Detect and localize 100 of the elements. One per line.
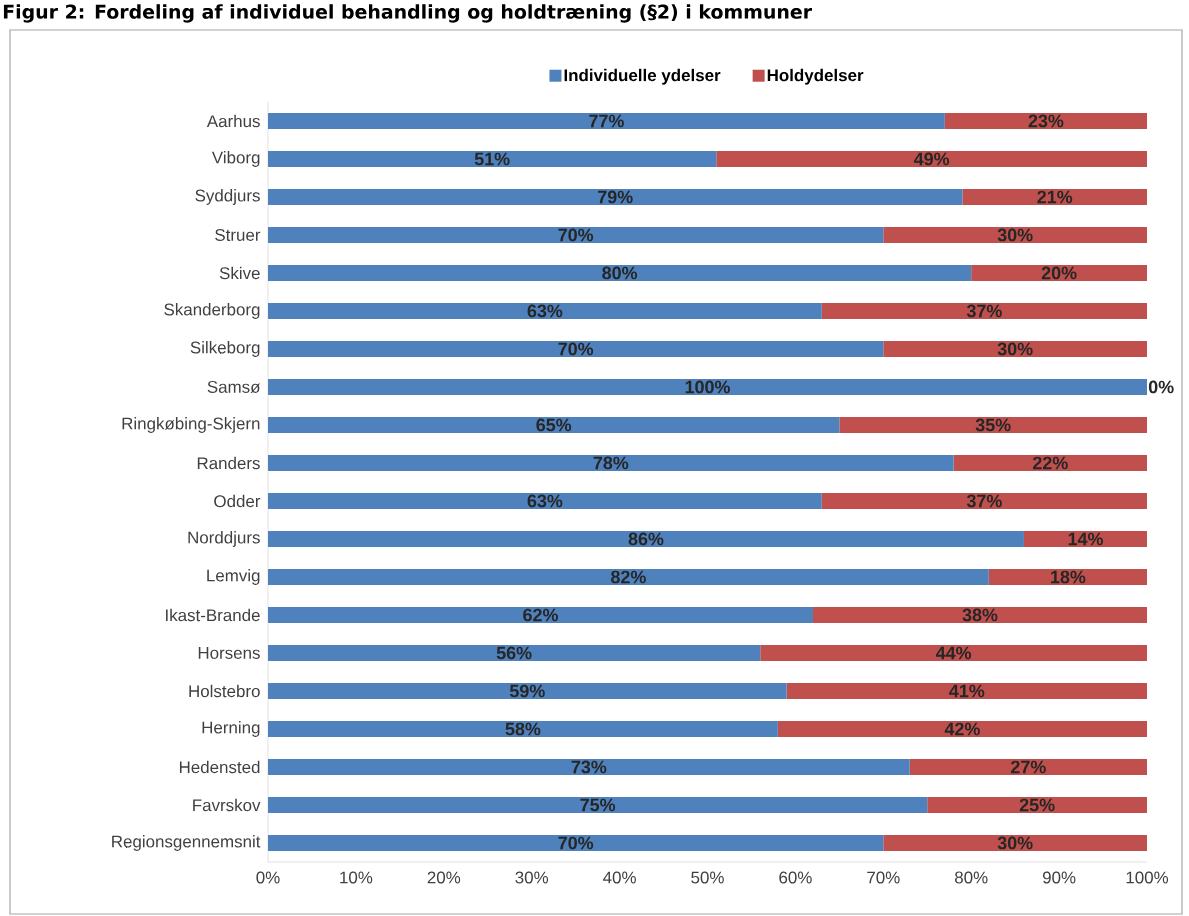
y-tick-label: Ringkøbing-Skjern	[122, 417, 260, 433]
bar	[909, 759, 1148, 775]
data-label: 21%	[1037, 190, 1073, 204]
y-tick-label: Regionsgennemsnit	[112, 835, 261, 851]
x-tick-label: 40%	[603, 871, 636, 884]
data-label: 82%	[611, 570, 646, 584]
data-label: 30%	[997, 228, 1033, 242]
data-label: 79%	[598, 190, 633, 204]
bar	[883, 834, 1148, 851]
y-tick-label: Viborg	[211, 151, 260, 167]
bar	[883, 340, 1148, 357]
bar	[812, 606, 1148, 623]
data-label: 44%	[935, 646, 972, 660]
y-tick-label: Skive	[219, 266, 260, 280]
bar	[883, 226, 1148, 243]
bar	[268, 492, 822, 509]
bar	[268, 340, 884, 357]
data-label: 100%	[685, 380, 730, 394]
y-tick-label: Lemvig	[207, 569, 260, 585]
y-tick-label: Samsø	[207, 380, 261, 394]
data-label: 23%	[1028, 114, 1064, 128]
data-label: 0%	[1148, 380, 1174, 394]
bar	[268, 834, 884, 851]
x-tick-label: 30%	[515, 871, 549, 884]
y-tick-label: Favrskov	[193, 798, 261, 812]
data-label: 70%	[558, 342, 594, 356]
data-label: 35%	[975, 418, 1011, 432]
data-label: 42%	[944, 722, 980, 736]
data-label: 30%	[997, 342, 1033, 356]
data-label: 70%	[558, 228, 594, 242]
bar	[268, 644, 761, 661]
bar	[953, 454, 1148, 471]
data-label: 41%	[949, 684, 985, 698]
x-tick-label: 70%	[867, 871, 900, 884]
bar	[268, 530, 1024, 547]
bar	[716, 150, 1148, 167]
y-tick-label: Silkeborg	[190, 341, 260, 357]
y-tick-label: Holstebro	[189, 684, 260, 698]
y-tick-label: Odder	[214, 494, 261, 508]
bar	[268, 112, 945, 129]
x-tick-label: 0%	[256, 871, 280, 884]
data-label: 20%	[1041, 266, 1077, 280]
data-label: 62%	[523, 608, 558, 622]
data-label: 51%	[474, 152, 510, 166]
data-label: 18%	[1051, 570, 1086, 584]
bar	[821, 302, 1148, 319]
data-label: 38%	[962, 608, 998, 622]
bar	[1023, 530, 1148, 547]
data-label: 77%	[589, 114, 624, 128]
y-tick-label: Aarhus	[206, 114, 260, 128]
data-label: 37%	[966, 494, 1002, 508]
legend-label: Holdydelser	[767, 68, 864, 85]
data-label: 63%	[527, 304, 563, 318]
data-label: 63%	[527, 494, 563, 508]
data-label: 70%	[558, 836, 594, 850]
bar	[268, 150, 717, 167]
y-tick-label: Norddjurs	[188, 531, 260, 547]
y-tick-label: Horsens	[198, 647, 260, 659]
y-tick-label: Ikast-Brande	[166, 608, 260, 622]
data-label: 25%	[1019, 798, 1055, 812]
data-label: 49%	[913, 152, 950, 166]
x-tick-label: 80%	[955, 871, 988, 884]
data-label: 86%	[628, 532, 664, 546]
data-label: 27%	[1011, 760, 1046, 774]
data-label: 14%	[1068, 532, 1103, 546]
bar	[786, 682, 1148, 699]
bar	[268, 682, 787, 699]
data-label: 73%	[571, 760, 607, 774]
bar	[971, 264, 1148, 281]
x-tick-label: 60%	[779, 871, 812, 884]
x-tick-label: 50%	[691, 871, 724, 884]
bar	[777, 721, 1148, 737]
bar	[268, 188, 963, 205]
bar	[268, 797, 928, 813]
bar	[268, 606, 813, 623]
x-tick-label: 100%	[1126, 871, 1169, 884]
bar	[268, 721, 778, 737]
y-tick-label: Skanderborg	[164, 303, 260, 319]
bar	[839, 416, 1148, 433]
data-label: 75%	[580, 798, 616, 812]
data-label: 58%	[505, 722, 541, 736]
data-label: 65%	[536, 418, 572, 432]
bar	[268, 302, 822, 319]
bar	[268, 264, 972, 281]
y-tick-label: Hedensted	[179, 760, 260, 774]
chart-title: Figur 2: Fordeling af individuel behandling og holdtræning (§2) i kommuner	[3, 4, 812, 23]
data-label: 30%	[997, 836, 1033, 850]
bar	[268, 378, 1148, 395]
data-label: 22%	[1033, 456, 1068, 470]
y-tick-label: Herning	[202, 721, 260, 737]
x-tick-label: 20%	[427, 871, 461, 884]
x-tick-label: 10%	[340, 871, 373, 884]
bar	[268, 759, 910, 775]
data-label: 78%	[593, 456, 629, 470]
data-label: 56%	[496, 646, 532, 660]
bar	[944, 112, 1148, 129]
bar	[268, 454, 954, 471]
bar	[268, 568, 989, 585]
bar	[962, 188, 1148, 205]
x-tick-label: 90%	[1042, 871, 1076, 884]
